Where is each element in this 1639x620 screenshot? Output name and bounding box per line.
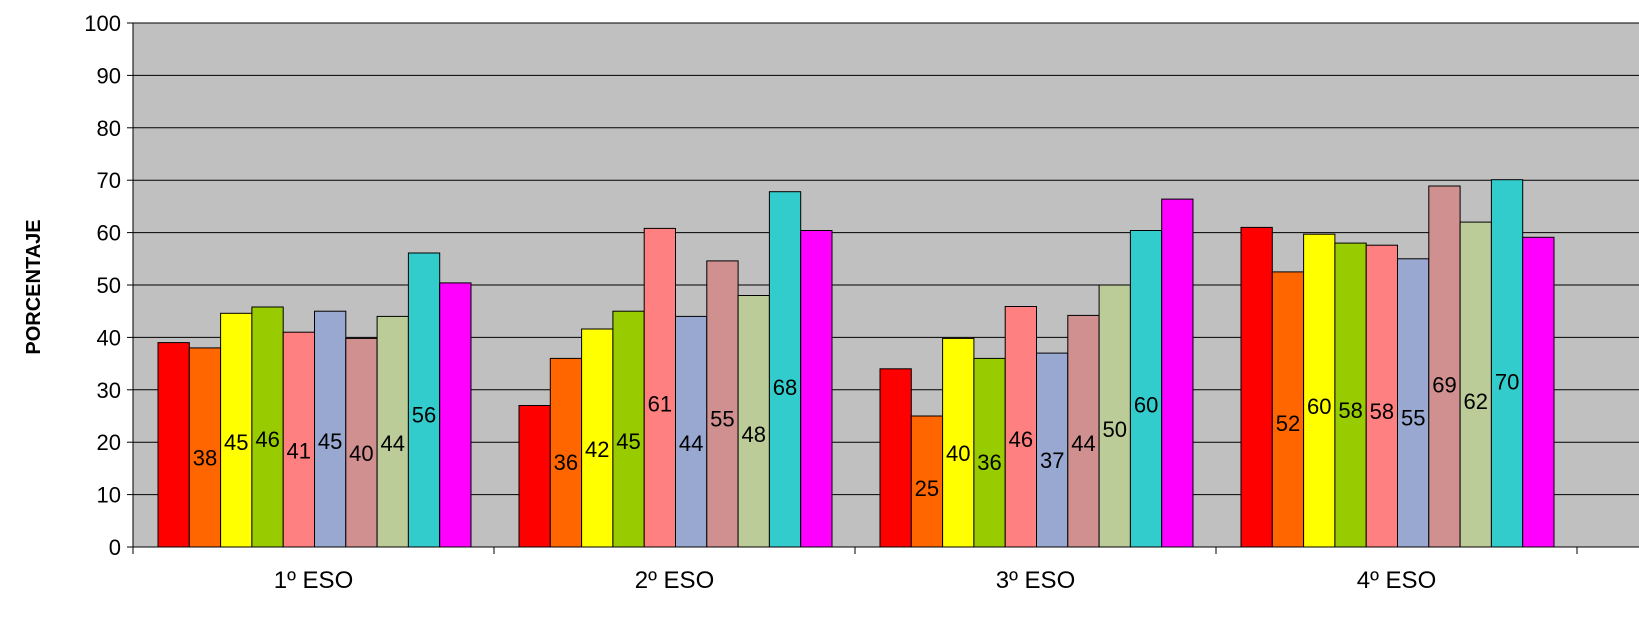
data-label: 70 xyxy=(1495,370,1519,395)
bars xyxy=(157,179,1555,548)
y-tick-label: 20 xyxy=(97,430,121,455)
bar xyxy=(1397,258,1430,548)
data-label: 48 xyxy=(742,422,766,447)
bar xyxy=(942,337,975,548)
bar xyxy=(879,368,912,548)
bar xyxy=(1522,236,1555,548)
data-label: 45 xyxy=(616,429,640,454)
data-label: 36 xyxy=(977,450,1001,475)
data-label: 50 xyxy=(443,416,467,441)
data-label: 36 xyxy=(554,450,578,475)
bar xyxy=(549,357,583,548)
bar xyxy=(1129,230,1163,548)
y-tick-label: 50 xyxy=(97,273,121,298)
data-label: 44 xyxy=(679,431,703,456)
y-tick-label: 30 xyxy=(97,378,121,403)
data-label: 40 xyxy=(349,441,373,466)
bar xyxy=(706,260,739,548)
data-labels: 39 38 45 46 41 45 40 44 56 50 27 36 42 45 61 44 55 48 68 60… xyxy=(161,370,1550,501)
data-label: 61 xyxy=(648,392,672,417)
bar xyxy=(1161,198,1194,548)
y-tick-label: 40 xyxy=(97,325,121,350)
data-label: 55 xyxy=(1401,405,1425,430)
category-labels: 1º ESO 2º ESO 3º ESO 4º ESO xyxy=(274,567,1436,594)
y-tick-label: 90 xyxy=(97,63,121,88)
y-axis-title: PORCENTAJE xyxy=(23,219,45,354)
bar xyxy=(407,252,441,548)
data-label: 37 xyxy=(1040,448,1064,473)
data-label: 58 xyxy=(1370,399,1394,424)
bar xyxy=(1365,244,1398,548)
bar xyxy=(737,295,770,548)
bar xyxy=(800,230,833,548)
data-label: 68 xyxy=(773,375,797,400)
y-tick-label: 60 xyxy=(97,221,121,246)
data-label: 58 xyxy=(1338,398,1362,423)
bar xyxy=(581,328,614,548)
data-label: 56 xyxy=(412,403,436,428)
y-tick-label: 10 xyxy=(97,483,121,508)
data-label: 61 xyxy=(1244,391,1268,416)
bar xyxy=(612,310,645,548)
data-label: 66 xyxy=(1165,378,1189,403)
bar xyxy=(643,227,677,548)
bar xyxy=(157,342,190,548)
bar xyxy=(1240,226,1273,548)
data-label: 55 xyxy=(710,406,734,431)
bar xyxy=(768,191,802,548)
data-label: 46 xyxy=(1009,427,1033,452)
data-label: 25 xyxy=(915,476,939,501)
data-label: 41 xyxy=(287,438,311,463)
bar xyxy=(1271,271,1305,548)
y-tick-label: 100 xyxy=(84,11,121,36)
data-label: 45 xyxy=(224,430,248,455)
bar xyxy=(1334,242,1367,548)
y-tick-label: 80 xyxy=(97,116,121,141)
data-label: 60 xyxy=(804,393,828,418)
bar xyxy=(675,315,708,548)
data-label: 44 xyxy=(1071,431,1095,456)
category-label: 4º ESO xyxy=(1357,567,1436,594)
data-label: 40 xyxy=(946,441,970,466)
bar xyxy=(439,282,472,548)
data-label: 27 xyxy=(522,471,546,496)
data-label: 44 xyxy=(381,431,405,456)
category-label: 1º ESO xyxy=(274,567,353,594)
bar xyxy=(910,415,944,548)
data-label: 60 xyxy=(1307,394,1331,419)
data-label: 45 xyxy=(318,429,342,454)
bar xyxy=(1490,179,1524,548)
y-tick-label: 70 xyxy=(97,168,121,193)
y-tick-labels: 0 10 20 30 40 50 60 70 80 90 100 xyxy=(84,11,121,560)
data-label: 69 xyxy=(1432,373,1456,398)
data-label: 42 xyxy=(585,437,609,462)
bar xyxy=(282,331,316,548)
bar xyxy=(973,357,1006,548)
y-tick-label: 0 xyxy=(109,535,121,560)
data-label: 46 xyxy=(255,427,279,452)
bar xyxy=(1428,185,1461,548)
bar xyxy=(1036,352,1069,548)
bar xyxy=(1098,284,1131,548)
data-label: 60 xyxy=(1134,393,1158,418)
data-label: 34 xyxy=(883,455,907,480)
bar xyxy=(1303,233,1336,548)
data-label: 50 xyxy=(1103,417,1127,442)
data-label: 62 xyxy=(1464,389,1488,414)
data-label: 39 xyxy=(161,443,185,468)
bar xyxy=(220,312,253,548)
bar xyxy=(345,337,378,548)
data-label: 38 xyxy=(193,445,217,470)
bar xyxy=(518,405,551,548)
category-label: 3º ESO xyxy=(996,567,1075,594)
data-label: 59 xyxy=(1526,396,1550,421)
bar xyxy=(1459,221,1492,548)
data-label: 52 xyxy=(1276,411,1300,436)
category-label: 2º ESO xyxy=(635,567,714,594)
